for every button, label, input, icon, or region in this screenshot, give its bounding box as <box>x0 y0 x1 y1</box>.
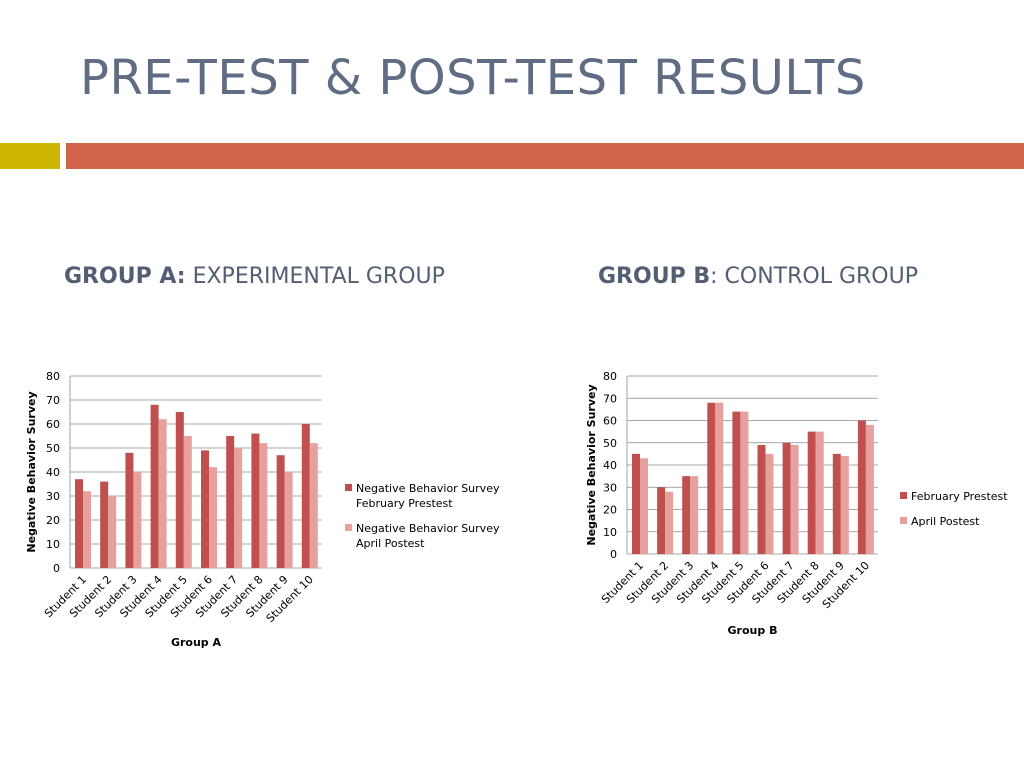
bar <box>857 420 866 554</box>
series-2-bars <box>640 402 874 554</box>
bar <box>201 450 209 568</box>
bar <box>765 453 774 554</box>
bar <box>782 442 791 554</box>
y-tick-label: 60 <box>46 418 60 431</box>
bar <box>807 431 816 554</box>
legend: Negative Behavior Survey February Prestes… <box>345 482 500 550</box>
bar <box>259 443 268 568</box>
legend-swatch <box>345 524 352 531</box>
bar <box>100 481 109 568</box>
bar <box>682 476 691 554</box>
y-tick-label: 60 <box>603 415 617 428</box>
legend-entry: Negative Behavior Survey February Prestes… <box>345 482 500 510</box>
y-tick-label: 0 <box>53 562 60 575</box>
bar <box>657 487 666 554</box>
x-axis-title: Group B <box>728 624 778 637</box>
bar <box>840 456 849 554</box>
bar <box>640 458 648 554</box>
y-tick-label: 50 <box>46 442 60 455</box>
group-b-heading-rest: : CONTROL GROUP <box>710 264 918 289</box>
bar <box>632 453 640 554</box>
page-title: PRE-TEST & POST-TEST RESULTS <box>80 50 866 106</box>
legend-swatch <box>900 517 907 524</box>
bar <box>108 496 117 568</box>
legend-label: February Prestest <box>356 497 453 510</box>
bar <box>690 476 699 554</box>
accent-bar-left <box>0 143 60 169</box>
legend: February Prestest April Postest <box>900 490 1008 528</box>
x-axis-title: Group A <box>171 636 222 649</box>
bar <box>865 424 874 554</box>
group-b-heading: GROUP B: CONTROL GROUP <box>598 264 918 289</box>
bar <box>309 443 318 568</box>
group-a-heading-bold: GROUP A: <box>64 264 186 289</box>
legend-label: April Postest <box>911 515 980 528</box>
series-1-bars <box>632 402 866 554</box>
bar <box>832 453 841 554</box>
y-tick-label: 10 <box>46 538 60 551</box>
legend-label: February Prestest <box>911 490 1008 503</box>
y-tick-label: 20 <box>603 504 617 517</box>
series-2-bars <box>83 419 318 568</box>
bar <box>740 411 749 554</box>
bar <box>715 402 724 554</box>
bar <box>125 452 134 568</box>
group-a-heading: GROUP A: EXPERIMENTAL GROUP <box>64 264 445 289</box>
bar <box>133 472 142 568</box>
bar <box>251 433 260 568</box>
group-b-heading-bold: GROUP B <box>598 264 711 289</box>
bar <box>790 444 799 554</box>
y-tick-label: 70 <box>603 392 617 405</box>
group-a-heading-rest: EXPERIMENTAL GROUP <box>185 264 445 289</box>
bar <box>83 491 91 568</box>
accent-bar-right <box>66 143 1024 169</box>
legend-label: Negative Behavior Survey <box>356 482 500 495</box>
bar <box>183 436 192 568</box>
bar <box>665 491 674 554</box>
bar <box>276 455 285 568</box>
y-tick-label: 40 <box>603 459 617 472</box>
y-axis-title: Negative Behavior Survey <box>585 384 598 545</box>
bar <box>209 467 217 568</box>
legend-entry: February Prestest <box>900 490 1008 503</box>
y-tick-label: 10 <box>603 526 617 539</box>
legend-swatch <box>345 484 352 491</box>
legend-entry: Negative Behavior Survey April Postest <box>345 522 500 550</box>
bar <box>284 472 293 568</box>
y-axis-title: Negative Behavior Survey <box>25 391 38 552</box>
bar <box>158 419 167 568</box>
y-tick-label: 70 <box>46 394 60 407</box>
legend-swatch <box>900 492 907 499</box>
legend-label: Negative Behavior Survey <box>356 522 500 535</box>
y-tick-label: 80 <box>46 370 60 383</box>
bar <box>75 479 83 568</box>
y-tick-label: 0 <box>610 548 617 561</box>
y-tick-label: 30 <box>603 481 617 494</box>
bar <box>226 436 235 568</box>
y-tick-label: 80 <box>603 370 617 383</box>
y-tick-label: 50 <box>603 437 617 450</box>
bar <box>707 402 716 554</box>
legend-label: April Postest <box>356 537 425 550</box>
bar <box>175 412 184 568</box>
bar <box>732 411 741 554</box>
bar <box>757 444 766 554</box>
bar <box>815 431 824 554</box>
bar <box>150 404 159 568</box>
bar <box>234 448 243 568</box>
bar <box>301 424 310 568</box>
y-tick-label: 40 <box>46 466 60 479</box>
legend-entry: April Postest <box>900 515 980 528</box>
y-tick-label: 20 <box>46 514 60 527</box>
series-1-bars <box>75 404 310 568</box>
y-tick-label: 30 <box>46 490 60 503</box>
